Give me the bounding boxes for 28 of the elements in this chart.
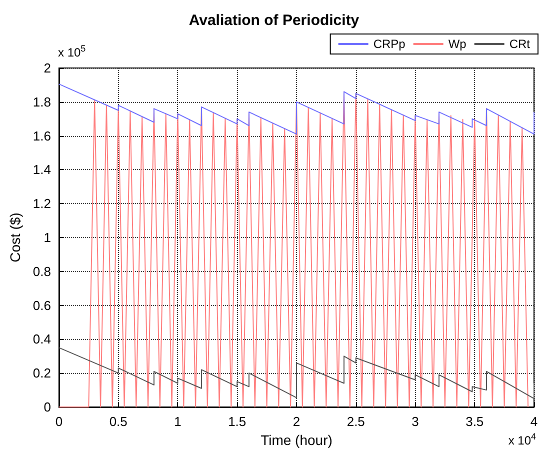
- x-tick-label: 0: [55, 414, 63, 429]
- y-tick-label: 1: [44, 230, 51, 245]
- line-series: [58, 347, 534, 400]
- y-tick-label: 1.2: [32, 196, 51, 212]
- x-axis-title: Time (hour): [260, 432, 332, 448]
- line-series: [58, 84, 534, 135]
- chart-title: Avaliation of Periodicity: [188, 12, 360, 29]
- x-tick-label: 4: [530, 414, 538, 429]
- y-tick-label: 0.8: [32, 264, 51, 279]
- x-tick-label: 0.5: [109, 414, 128, 429]
- y-tick-label: 2: [44, 60, 51, 76]
- y-tick-label: 0: [44, 400, 51, 414]
- legend-label: CRPp: [373, 37, 406, 51]
- x-tick-label: 2: [292, 414, 300, 429]
- y-tick-label: 0.2: [32, 366, 51, 381]
- x-tick-label: 3.5: [466, 414, 484, 429]
- legend-label: CRt: [509, 37, 531, 51]
- x-tick-label: 1.5: [228, 414, 246, 429]
- y-tick-label: 0.6: [32, 298, 51, 313]
- y-tick-label: 0.4: [32, 332, 51, 347]
- legend-label: Wp: [448, 37, 467, 51]
- x-tick-label: 2.5: [346, 414, 365, 429]
- y-tick-label: 1.8: [32, 94, 51, 110]
- x-tick-label: 1: [174, 414, 182, 429]
- y-tick-label: 1.6: [32, 128, 51, 144]
- y-tick-label: 1.4: [32, 162, 51, 178]
- y-axis-title: Cost ($): [7, 212, 23, 262]
- x-tick-label: 3: [412, 414, 419, 429]
